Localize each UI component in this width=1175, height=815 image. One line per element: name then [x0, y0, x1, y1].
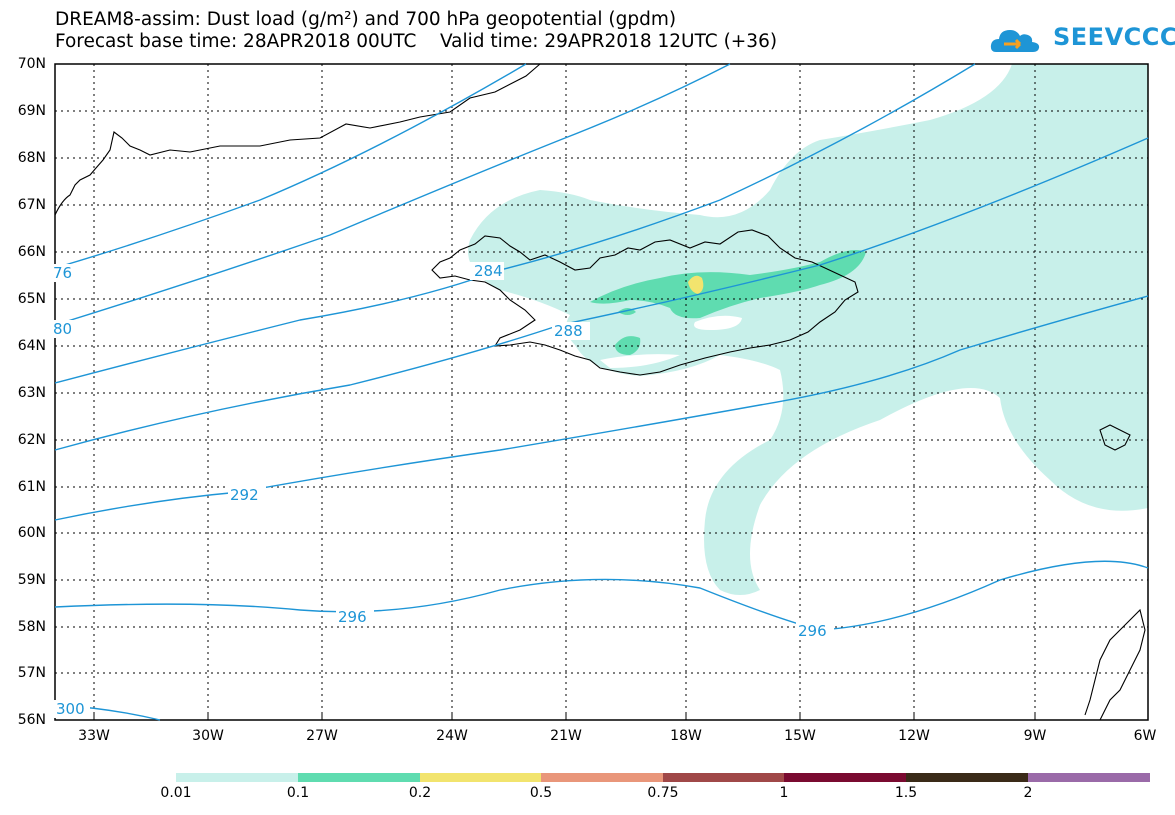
contour-label: 292: [230, 486, 259, 504]
lon-label: 9W: [1023, 728, 1047, 744]
lat-label: 67N: [17, 197, 46, 213]
contour-labels: 76 80 284 288 292 296 296 300: [53, 262, 827, 718]
contour-280: [54, 63, 731, 326]
contour-276: [54, 63, 527, 269]
lat-label: 58N: [17, 619, 46, 635]
iceland-coast: [431, 229, 859, 376]
contour-label: 284: [474, 262, 503, 280]
lon-label: 30W: [192, 728, 224, 744]
lon-label: 6W: [1133, 728, 1157, 744]
contour-label: 296: [338, 608, 367, 626]
colorbar-label: 2: [1023, 785, 1033, 801]
lat-label: 56N: [17, 712, 46, 728]
lat-label: 66N: [17, 244, 46, 260]
logo-text: SEEVCCC: [1053, 23, 1175, 51]
contour-label: 296: [798, 622, 827, 640]
contour-label: 80: [53, 320, 72, 338]
lat-label: 64N: [17, 338, 46, 354]
colorbar-label: 0.2: [408, 785, 432, 801]
lat-label: 62N: [17, 432, 46, 448]
colorbar-label: 0.1: [286, 785, 310, 801]
colorbar-label: 1.5: [894, 785, 918, 801]
lat-label: 63N: [17, 385, 46, 401]
contour-284: [54, 63, 976, 384]
greenland-coast: [54, 63, 541, 216]
lat-label: 69N: [17, 103, 46, 119]
coastlines: [54, 63, 1146, 721]
dust-area-main: [468, 64, 1148, 595]
lat-label: 57N: [17, 665, 46, 681]
lat-label: 68N: [17, 150, 46, 166]
colorbar-label: 0.01: [160, 785, 192, 801]
lat-label: 70N: [17, 56, 46, 72]
dust-hole-1: [694, 315, 742, 330]
colorbar-label: 0.75: [647, 785, 679, 801]
lat-label: 65N: [17, 291, 46, 307]
lon-label: 27W: [306, 728, 338, 744]
colorbar: [176, 773, 1150, 782]
colorbar-label: 0.5: [529, 785, 553, 801]
lon-label: 24W: [436, 728, 468, 744]
lat-label: 60N: [17, 525, 46, 541]
dust-area-0.1b: [615, 336, 641, 355]
contour-296: [54, 560, 1149, 631]
faroe-islands: [1099, 424, 1131, 451]
dust-area-0.1: [590, 249, 866, 319]
colorbar-label: 1: [779, 785, 789, 801]
scotland-coast: [1084, 608, 1146, 721]
lon-label: 21W: [550, 728, 582, 744]
map-title: DREAM8-assim: Dust load (g/m²) and 700 h…: [55, 9, 677, 30]
lat-label: 59N: [17, 572, 46, 588]
lon-label: 18W: [670, 728, 702, 744]
lon-label: 15W: [784, 728, 816, 744]
seevccc-logo: [990, 30, 1040, 52]
lon-label: 12W: [898, 728, 930, 744]
dust-area-0.2: [688, 275, 704, 294]
contour-label: 76: [53, 264, 72, 282]
contour-label: 288: [554, 322, 583, 340]
forecast-time-line: Forecast base time: 28APR2018 00UTC Vali…: [55, 31, 778, 52]
lat-label: 61N: [17, 479, 46, 495]
lon-label: 33W: [78, 728, 110, 744]
dust-hole-2: [600, 354, 680, 368]
contour-label: 300: [56, 700, 85, 718]
